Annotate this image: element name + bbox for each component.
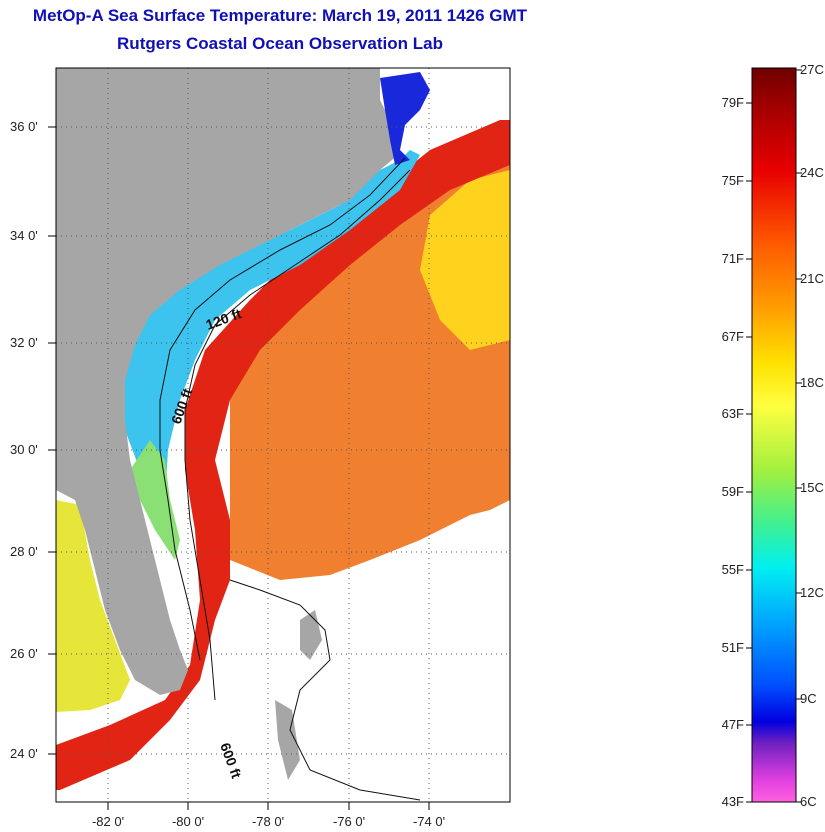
offshore-yellow-water <box>420 170 510 350</box>
colorbar-celsius-ticks: 27C 24C 21C 18C 15C 12C 9C 6C <box>796 62 824 809</box>
colorbar-fahrenheit-ticks: 79F 75F 71F 67F 63F 59F 55F 51F 47F 43F <box>722 95 752 809</box>
lon-label: -80 0' <box>172 814 204 829</box>
colorbar-f-label: 55F <box>722 562 744 577</box>
colorbar-c-label: 27C <box>800 62 824 77</box>
lat-label: 28 0' <box>10 544 38 559</box>
colorbar-f-label: 67F <box>722 329 744 344</box>
lat-label: 32 0' <box>10 335 38 350</box>
lat-label: 36 0' <box>10 119 38 134</box>
tick-marks <box>48 126 430 810</box>
plot-frame <box>55 67 511 803</box>
colorbar-c-label: 9C <box>800 691 817 706</box>
shelf-mid-water <box>130 440 180 560</box>
colorbar-f-label: 43F <box>722 794 744 809</box>
colorbar-c-label: 15C <box>800 480 824 495</box>
lon-label: -78 0' <box>252 814 284 829</box>
grid-lines <box>56 68 510 802</box>
isobath-600ft <box>184 169 411 701</box>
isobath-120ft <box>159 157 406 661</box>
land-bahamas-2 <box>275 700 300 780</box>
colorbar-f-label: 47F <box>722 717 744 732</box>
colorbar-f-label: 51F <box>722 640 744 655</box>
colorbar-c-label: 24C <box>800 165 824 180</box>
no-data-region <box>320 500 510 802</box>
map-title: MetOp-A Sea Surface Temperature: March 1… <box>32 6 528 25</box>
colorbar-f-label: 63F <box>722 406 744 421</box>
colorbar-f-label: 59F <box>722 484 744 499</box>
lat-label: 30 0' <box>10 442 38 457</box>
lon-label: -76 0' <box>333 814 365 829</box>
colorbar <box>751 67 797 803</box>
lat-label: 26 0' <box>10 646 38 661</box>
lat-label: 24 0' <box>10 746 38 761</box>
lon-label: -82 0' <box>92 814 124 829</box>
colorbar-c-label: 12C <box>800 585 824 600</box>
bahamas-banks-contour <box>229 579 421 801</box>
land-bahamas-1 <box>300 610 322 660</box>
gulf-of-mexico-water <box>56 500 130 712</box>
map-subtitle: Rutgers Coastal Ocean Observation Lab <box>117 34 443 53</box>
no-data-northeast <box>430 68 510 120</box>
colorbar-f-label: 79F <box>722 95 744 110</box>
cape-cold-water <box>380 72 430 165</box>
lat-label: 34 0' <box>10 228 38 243</box>
land-mainland <box>56 68 398 695</box>
colorbar-c-label: 21C <box>800 271 824 286</box>
colorbar-f-label: 71F <box>722 251 744 266</box>
colorbar-f-label: 75F <box>722 173 744 188</box>
lon-label: -74 0' <box>413 814 445 829</box>
colorbar-c-label: 6C <box>800 794 817 809</box>
colorbar-c-label: 18C <box>800 375 824 390</box>
